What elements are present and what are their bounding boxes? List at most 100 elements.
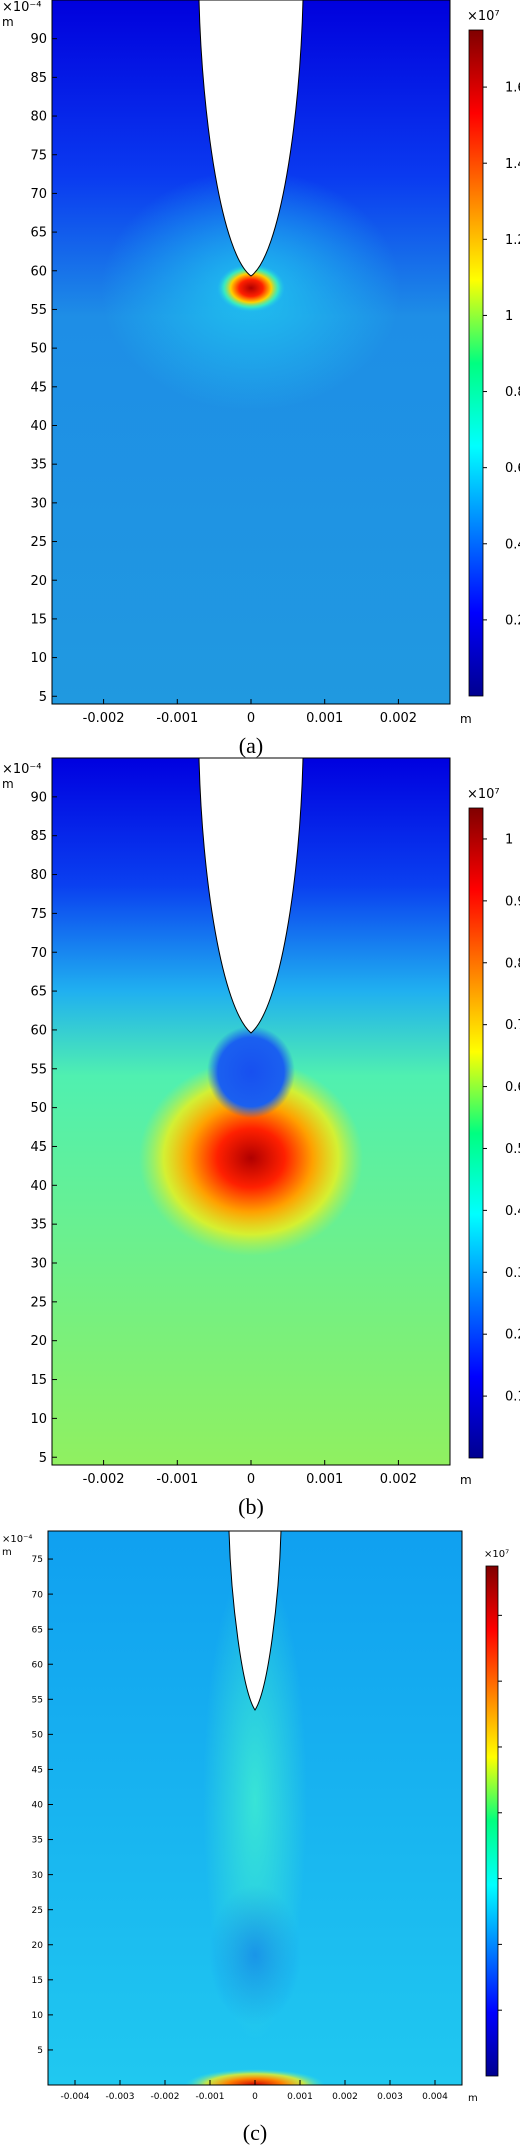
y-exponent-label-a: ×10⁻⁴ [2, 0, 42, 15]
colorbar-c [485, 1565, 499, 2077]
caption-c: (c) [243, 2120, 267, 2145]
y-tick-label: 80 [30, 110, 47, 125]
colorbar-tick-label: 0.4 [505, 1204, 520, 1219]
colorbar-tick-label: 0.6 [505, 461, 520, 476]
y-tick-label: 20 [30, 574, 47, 589]
electrode-c [228, 1531, 282, 1711]
y-tick-label: 30 [30, 496, 47, 511]
colorbar-tick-label: 1.6 [505, 81, 520, 96]
y-tick-label: 10 [30, 651, 47, 666]
colorbar-ticks-a: 0.2 0.4 0.6 0.8 1 1.2 1.4 1.6 [483, 81, 520, 628]
colorbar-exponent-a: ×10⁷ [467, 9, 500, 24]
x-tick-label: 0.003 [377, 2092, 403, 2102]
y-tick-label: 30 [30, 1257, 47, 1272]
heatmap-b-hotspot [139, 1060, 363, 1256]
colorbar-tick-label: 0.2 [505, 613, 520, 628]
x-unit-label-b: m [460, 1473, 472, 1487]
y-tick-label: 25 [32, 1906, 43, 1916]
x-tick-label: 0.002 [380, 711, 417, 726]
heatmap-c [48, 1531, 462, 2085]
panel-c: -0.004 -0.003 -0.002 -0.001 0 0.001 0.002 0.003… [2, 1530, 509, 2145]
x-unit-label-c: m [468, 2093, 478, 2104]
x-tick-label: -0.001 [156, 1472, 198, 1487]
y-exponent-label-b: ×10⁻⁴ [2, 762, 42, 777]
colorbar-tick-label: 0.1 [505, 1390, 520, 1405]
y-tick-label: 60 [30, 264, 47, 279]
x-tick-label: 0.001 [306, 1472, 343, 1487]
colorbar-tick-label: 0.5 [505, 1142, 520, 1157]
y-tick-label: 50 [30, 342, 47, 357]
y-tick-label: 20 [32, 1941, 44, 1951]
y-tick-label: 60 [32, 1660, 44, 1670]
y-tick-label: 70 [30, 946, 47, 961]
y-tick-label: 40 [30, 1179, 47, 1194]
colorbar-tick-label: 0.7 [505, 1018, 520, 1033]
y-tick-label: 15 [30, 1373, 47, 1388]
y-tick-label: 75 [30, 148, 47, 163]
heatmap-b [52, 758, 450, 1465]
y-tick-label: 35 [32, 1836, 43, 1846]
y-tick-label: 55 [30, 303, 47, 318]
y-tick-label: 5 [39, 690, 47, 705]
colorbar-ticks-c: 0.20.40.60.811.21.4 [498, 1614, 502, 2011]
y-tick-label: 15 [32, 1976, 43, 1986]
colorbar-tick-label: 0.8 [505, 956, 520, 971]
x-tick-label: 0.001 [306, 711, 343, 726]
y-unit-label-a: m [2, 15, 14, 29]
y-tick-label: 65 [30, 985, 47, 1000]
axes-c: -0.004 -0.003 -0.002 -0.001 0 0.001 0.002 0.003… [32, 1555, 449, 2102]
colorbar-tick-label: 0.9 [505, 894, 520, 909]
colorbar-exponent-b: ×10⁷ [467, 787, 500, 802]
y-tick-label: 40 [30, 419, 47, 434]
x-tick-label: 0.004 [422, 2092, 448, 2102]
y-tick-label: 80 [30, 868, 47, 883]
panel-b: -0.002 -0.001 0 0.001 0.002 5 10 15 20 25 30 35 40 45… [2, 757, 520, 1519]
heatmap-b-coldzone [207, 1026, 295, 1118]
heatmap-c-dim [209, 1885, 301, 2025]
x-tick-label: -0.002 [83, 1472, 125, 1487]
y-tick-label: 20 [30, 1334, 47, 1349]
y-tick-label: 10 [32, 2011, 44, 2021]
y-tick-label: 75 [30, 907, 47, 922]
colorbar-ticks-b: 0.1 0.2 0.3 0.4 0.5 0.6 0.7 0.8 0.9 1 [483, 833, 520, 1405]
y-tick-label: 60 [30, 1023, 47, 1038]
colorbar-tick-label: 0.8 [505, 385, 520, 400]
y-tick-label: 85 [30, 71, 47, 86]
colorbar-tick-label: 0.4 [505, 537, 520, 552]
y-tick-label: 5 [37, 2046, 43, 2056]
x-tick-label: -0.002 [150, 2092, 179, 2102]
colorbar-exponent-c: ×10⁷ [484, 1549, 509, 1560]
colorbar-tick-label: 1 [505, 833, 513, 848]
y-tick-label: 5 [39, 1451, 47, 1466]
panel-a: -0.002 -0.001 0 0.001 0.002 5 10 15 20 25 30 35 40 45… [2, 0, 520, 758]
caption-a: (a) [239, 733, 263, 758]
y-tick-label: 65 [32, 1625, 43, 1635]
x-tick-label: -0.004 [60, 2092, 89, 2102]
y-tick-label: 75 [32, 1555, 43, 1565]
x-tick-label: 0 [247, 1472, 255, 1487]
electrode-b [198, 758, 304, 1034]
y-tick-label: 90 [30, 32, 47, 47]
colorbar-tick-label: 1.2 [505, 233, 520, 248]
colorbar-a [468, 29, 484, 697]
colorbar-tick-label: 0.3 [505, 1266, 520, 1281]
x-tick-label: -0.003 [105, 2092, 134, 2102]
y-unit-label-b: m [2, 777, 14, 791]
x-unit-label-a: m [460, 712, 472, 726]
y-tick-label: 45 [32, 1766, 43, 1776]
x-tick-label: 0 [252, 2092, 258, 2102]
y-tick-label: 35 [30, 1218, 47, 1233]
y-tick-label: 70 [30, 187, 47, 202]
y-unit-label-c: m [2, 1547, 12, 1558]
y-tick-label: 70 [32, 1590, 44, 1600]
x-tick-label: -0.001 [195, 2092, 224, 2102]
y-tick-label: 35 [30, 458, 47, 473]
y-tick-label: 50 [32, 1731, 44, 1741]
x-tick-label: 0 [247, 711, 255, 726]
colorbar-tick-label: 1.4 [505, 157, 520, 172]
x-tick-label: 0.002 [332, 2092, 358, 2102]
x-tick-label: 0.002 [380, 1472, 417, 1487]
heatmap-a [52, 0, 450, 704]
colorbar-tick-label: 1 [505, 309, 513, 324]
y-tick-label: 45 [30, 380, 47, 395]
